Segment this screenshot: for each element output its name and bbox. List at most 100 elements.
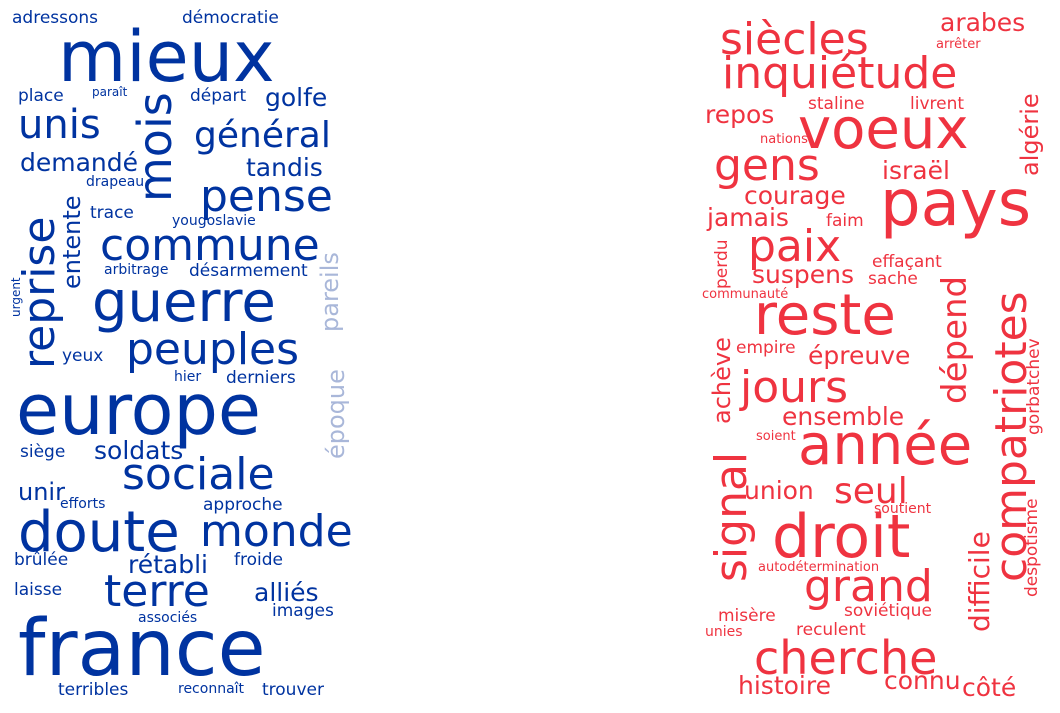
left-word-doute: doute (18, 500, 180, 565)
right-word-seul: seul (834, 471, 908, 512)
right-word-paix: paix (748, 221, 842, 272)
right-word-annee: année (798, 413, 973, 478)
right-word-cherche: cherche (754, 631, 938, 685)
left-word-reprise: reprise (14, 216, 65, 369)
right-word-gens: gens (714, 140, 820, 191)
right-word-faim: faim (826, 211, 864, 231)
right-word-despotisme: despotisme (1022, 498, 1042, 597)
left-word-unir: unir (18, 478, 65, 506)
left-word-efforts: efforts (60, 496, 106, 512)
left-word-yougoslavie: yougoslavie (172, 213, 256, 229)
left-word-images: images (272, 601, 334, 621)
left-word-terre: terre (104, 566, 210, 617)
left-word-monde: monde (200, 506, 353, 557)
left-word-commune: commune (100, 220, 320, 271)
right-word-livrent: livrent (910, 94, 965, 114)
left-word-demande: demandé (20, 148, 139, 177)
right-word-autodetermination: autodétermination (758, 560, 880, 575)
right-word-voeux: voeux (798, 97, 969, 162)
left-word-depart: départ (190, 86, 247, 106)
right-word-droit: droit (772, 502, 911, 572)
left-word-reconnait: reconnaît (178, 681, 245, 697)
left-word-drapeau: drapeau (86, 174, 145, 190)
left-word-europe: europe (16, 369, 261, 451)
right-word-arreter: arrêter (936, 37, 981, 52)
left-word-urgent: urgent (9, 277, 23, 317)
left-word-laisse: laisse (14, 580, 63, 600)
left-word-pense: pense (200, 171, 333, 222)
left-word-mieux: mieux (58, 16, 275, 98)
left-word-trouver: trouver (262, 680, 324, 700)
right-word-difficile: difficile (963, 531, 996, 632)
left-word-terribles: terribles (58, 680, 129, 700)
right-word-inquietude: inquiétude (722, 48, 958, 99)
right-word-reste: reste (754, 283, 896, 348)
left-word-desarmement: désarmement (189, 261, 308, 281)
left-word-cloud: adressons démocratie mieux place paraît dépar… (0, 0, 360, 713)
right-word-nations: nations (760, 132, 808, 147)
left-word-democratie: démocratie (182, 8, 279, 28)
right-word-cote: côté (962, 673, 1017, 702)
right-word-connu: connu (884, 666, 961, 695)
right-word-grand: grand (804, 561, 933, 612)
right-word-staline: staline (808, 94, 865, 114)
left-word-general: général (194, 115, 331, 156)
left-word-trace: trace (90, 203, 134, 223)
right-word-repos: repos (705, 100, 775, 129)
right-word-perdu: perdu (712, 239, 732, 289)
right-word-siecles: siècles (720, 14, 869, 65)
right-word-algerie: algérie (1016, 93, 1044, 176)
left-word-siege: siège (20, 442, 66, 462)
left-word-brulee: brûlée (14, 550, 69, 570)
right-word-gorbatchev: gorbatchev (1024, 338, 1044, 435)
right-word-jours: jours (740, 362, 849, 413)
right-word-arabes: arabes (940, 8, 1026, 37)
right-word-jamais: jamais (707, 203, 789, 232)
left-word-pareils: pareils (316, 252, 344, 332)
left-word-allies: alliés (254, 578, 319, 607)
left-word-derniers: derniers (226, 368, 296, 388)
left-word-golfe: golfe (265, 83, 328, 112)
left-word-entente: entente (58, 195, 86, 289)
right-word-depend: dépend (935, 275, 975, 404)
left-word-froide: froide (234, 550, 283, 570)
left-word-guerre: guerre (92, 270, 276, 335)
left-word-retabli: rétabli (128, 550, 208, 579)
right-word-misere: misère (718, 606, 776, 626)
left-word-tandis: tandis (246, 153, 323, 182)
right-word-histoire: histoire (738, 671, 831, 700)
right-word-epreuve: épreuve (808, 341, 911, 370)
left-word-epoque: époque (322, 369, 350, 459)
left-word-peuples: peuples (126, 324, 300, 375)
left-word-arbitrage: arbitrage (104, 262, 169, 278)
left-word-france: france (18, 604, 266, 694)
right-word-israel: israël (882, 156, 950, 185)
left-word-approche: approche (203, 495, 283, 515)
left-word-associes: associés (138, 610, 198, 626)
left-word-soldats: soldats (94, 436, 184, 465)
left-word-place: place (18, 86, 64, 106)
right-word-communaute: communauté (702, 287, 789, 302)
right-word-soutient: soutient (874, 501, 932, 517)
right-word-effacant: effaçant (872, 252, 942, 272)
left-word-yeux: yeux (62, 346, 104, 366)
right-word-empire: empire (736, 338, 796, 358)
right-word-unies: unies (705, 624, 743, 640)
right-word-sovietique: soviétique (844, 601, 932, 621)
right-word-ensemble: ensemble (782, 402, 905, 431)
right-word-sache: sache (868, 269, 918, 289)
left-word-unis: unis (18, 102, 101, 148)
right-word-suspens: suspens (752, 260, 855, 289)
right-word-cloud: siècles arabes arrêter inquiétude repos stali… (700, 0, 1060, 713)
right-word-soient: soient (756, 429, 796, 444)
left-word-adressons: adressons (12, 8, 99, 28)
left-word-hier: hier (174, 369, 202, 385)
right-word-courage: courage (744, 181, 846, 210)
left-word-sociale: sociale (122, 449, 275, 500)
right-word-pays: pays (880, 167, 1032, 241)
left-word-parait: paraît (92, 85, 128, 99)
right-word-acheve: achève (708, 337, 736, 424)
right-word-reculent: reculent (796, 620, 866, 640)
right-word-union: union (744, 476, 814, 505)
right-word-signal: signal (706, 451, 757, 582)
